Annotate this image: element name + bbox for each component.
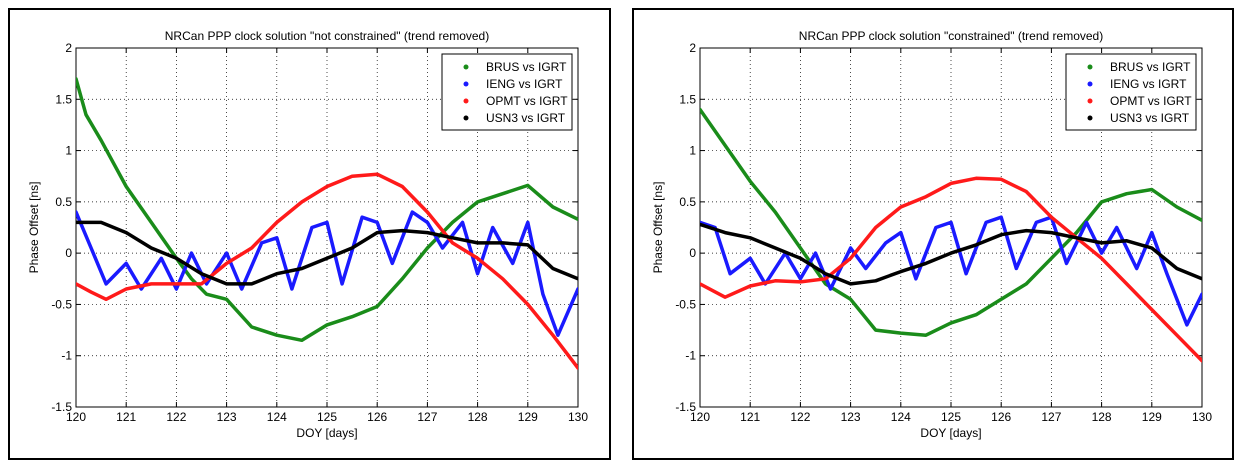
x-tick-label: 130 [568, 410, 588, 424]
y-tick-label: 0.5 [55, 195, 72, 209]
legend-entry: IENG vs IGRT [1110, 77, 1187, 91]
legend-entry: BRUS vs IGRT [1110, 60, 1191, 74]
legend-marker [1087, 81, 1093, 87]
x-tick-label: 123 [841, 410, 861, 424]
y-tick-label: 1.5 [55, 92, 72, 106]
x-tick-label: 128 [468, 410, 488, 424]
series-line-usn3 [700, 222, 1202, 286]
y-tick-label: 0.5 [679, 195, 696, 209]
series-line-opmt [700, 176, 1202, 363]
legend-entry: USN3 vs IGRT [486, 111, 566, 125]
y-tick-label: 1 [65, 144, 72, 158]
chart-title: NRCan PPP clock solution "not constraine… [165, 29, 489, 43]
y-axis-label: Phase Offset [ns] [27, 182, 41, 274]
series-line-brus [76, 77, 578, 343]
y-tick-label: 1.5 [679, 92, 696, 106]
x-tick-label: 126 [367, 410, 387, 424]
legend-marker [1087, 98, 1093, 104]
legend-entry: OPMT vs IGRT [1110, 94, 1192, 108]
y-tick-label: 2 [689, 41, 696, 55]
legend-marker [463, 81, 469, 87]
chart-svg-constrained: NRCan PPP clock solution "constrained" (… [651, 29, 1212, 440]
y-tick-label: 2 [65, 41, 72, 55]
x-tick-label: 127 [1041, 410, 1061, 424]
x-tick-label: 129 [518, 410, 538, 424]
legend-entry: OPMT vs IGRT [486, 94, 568, 108]
y-tick-label: -1 [685, 349, 696, 363]
series-line-brus [700, 107, 1202, 337]
chart-panel-not-constrained: NRCan PPP clock solution "not constraine… [8, 8, 611, 460]
legend-marker [1087, 115, 1093, 121]
x-tick-label: 128 [1092, 410, 1112, 424]
x-tick-label: 127 [417, 410, 437, 424]
series-line-ieng [76, 210, 578, 337]
y-tick-label: -0.5 [51, 297, 72, 311]
x-tick-label: 130 [1192, 410, 1212, 424]
x-tick-label: 123 [217, 410, 237, 424]
x-tick-label: 125 [941, 410, 961, 424]
y-tick-label: 1 [689, 144, 696, 158]
x-tick-label: 124 [891, 410, 911, 424]
legend-entry: USN3 vs IGRT [1110, 111, 1190, 125]
y-tick-label: 0 [65, 246, 72, 260]
x-tick-label: 121 [116, 410, 136, 424]
x-tick-label: 122 [790, 410, 810, 424]
legend-entry: BRUS vs IGRT [486, 60, 567, 74]
x-axis-label: DOY [days] [920, 426, 981, 440]
y-tick-label: -1.5 [51, 400, 72, 414]
y-tick-label: -1 [61, 349, 72, 363]
chart-panel-constrained: NRCan PPP clock solution "constrained" (… [632, 8, 1234, 460]
x-axis-label: DOY [days] [296, 426, 357, 440]
legend-marker [463, 98, 469, 104]
series-line-usn3 [76, 220, 578, 286]
legend-marker [463, 64, 469, 70]
chart-title: NRCan PPP clock solution "constrained" (… [799, 29, 1103, 43]
y-axis-label: Phase Offset [ns] [651, 182, 665, 274]
y-tick-label: -1.5 [675, 400, 696, 414]
x-tick-label: 125 [317, 410, 337, 424]
y-tick-label: -0.5 [675, 297, 696, 311]
chart-svg-not-constrained: NRCan PPP clock solution "not constraine… [27, 29, 588, 440]
legend-marker [463, 115, 469, 121]
x-tick-label: 126 [991, 410, 1011, 424]
x-tick-label: 124 [267, 410, 287, 424]
x-tick-label: 120 [66, 410, 86, 424]
x-tick-label: 121 [740, 410, 760, 424]
x-tick-label: 129 [1142, 410, 1162, 424]
legend-entry: IENG vs IGRT [486, 77, 563, 91]
x-tick-label: 122 [166, 410, 186, 424]
x-tick-label: 120 [690, 410, 710, 424]
legend-marker [1087, 64, 1093, 70]
series-line-opmt [76, 172, 578, 370]
y-tick-label: 0 [689, 246, 696, 260]
